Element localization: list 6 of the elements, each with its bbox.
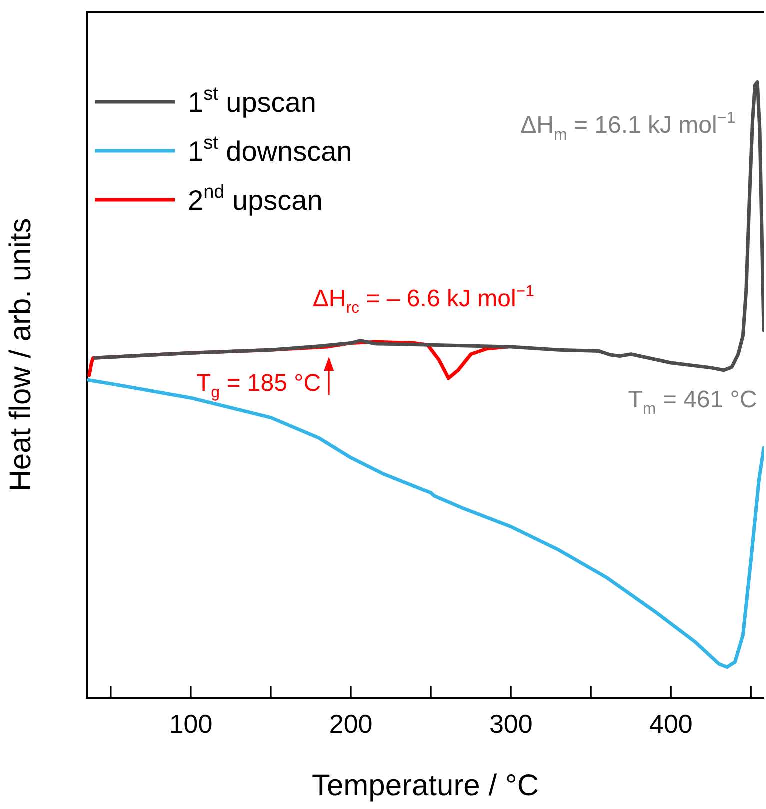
y-axis-title: Heat flow / arb. units — [4, 218, 38, 492]
x-tick-label: 300 — [489, 708, 533, 739]
x-tick-label: 100 — [169, 708, 213, 739]
x-tick-label: 200 — [329, 708, 373, 739]
x-tick-label: 400 — [649, 708, 693, 739]
x-axis-title: Temperature / °C — [312, 769, 540, 802]
